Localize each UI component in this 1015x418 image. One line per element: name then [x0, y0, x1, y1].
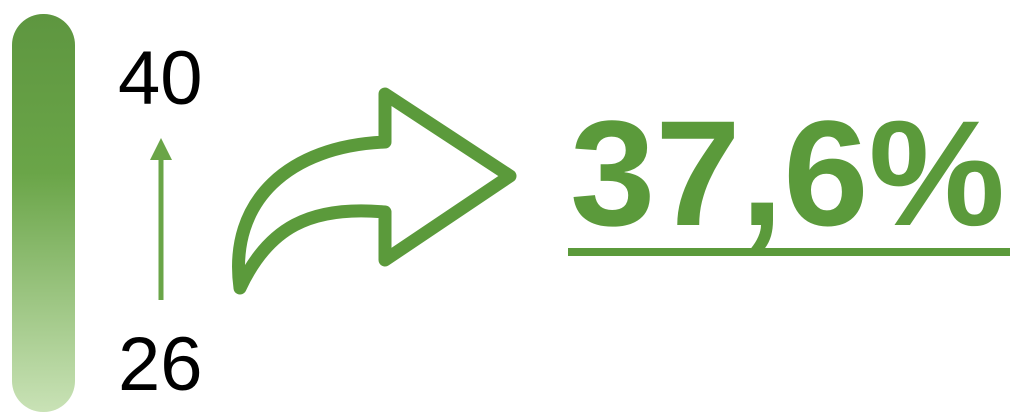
- result-underline: [568, 248, 1010, 256]
- result-value: 37,6%: [570, 89, 1005, 257]
- bottom-value: 26: [118, 322, 203, 407]
- gradient-bar: [12, 14, 75, 412]
- top-value: 40: [118, 36, 203, 121]
- curved-arrow: [232, 87, 517, 295]
- up-arrow-head: [150, 138, 172, 160]
